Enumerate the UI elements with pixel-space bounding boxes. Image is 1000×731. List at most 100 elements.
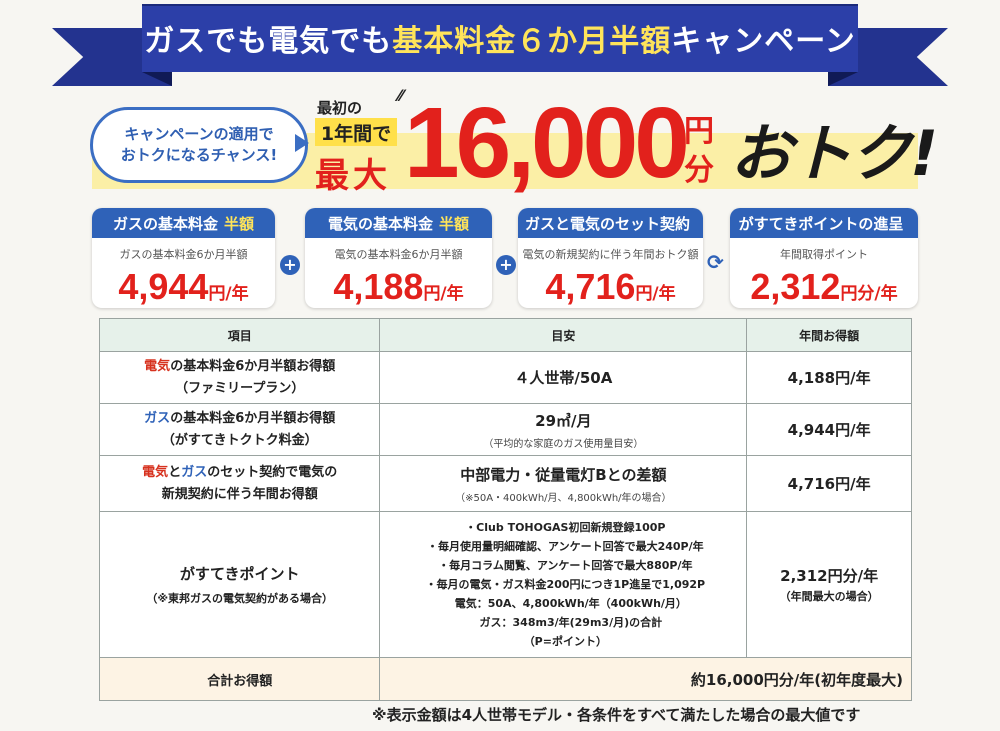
card-sub: 電気の基本料金6か月半額 [334,248,463,261]
card-head: ガスと電気のセット契約 [518,208,703,238]
table-total-row: 合計お得額 約16,000円分/年(初年度最大) [98,657,912,701]
card-head-label: ガスの基本料金 [112,214,218,233]
year-badge: 1年間で [315,118,397,146]
table-row: ガスの基本料金6か月半額お得額 （がすてきトクトク料金） 29㎥/月 （平均的な… [98,403,912,456]
card-sub: ガスの基本料金6か月半額 [119,248,248,261]
card-gas-basic: ガスの基本料金 半額 ガスの基本料金6か月半額 4,944円/年 [92,208,275,308]
row-guide-main: ４人世帯/50A [514,369,613,387]
row-guide-sub: （平均的な家庭のガス使用量目安） [483,438,644,450]
bubble-tail [295,134,309,152]
points-line: ・毎月コラム閲覧、アンケート回答で最大880P/年 [438,559,693,572]
row-value-text: 4,188円/年 [787,369,871,387]
banner-title-suffix: キャンペーン [671,24,856,59]
row-guide: 29㎥/月 （平均的な家庭のガス使用量目安） [379,403,748,456]
column-header-item: 項目 [98,318,381,352]
card-head-highlight: 半額 [439,214,470,233]
bubble-line-1: キャンペーンの適用で [124,125,274,143]
card-head-highlight: 半額 [224,214,255,233]
card-head: 電気の基本料金 半額 [305,208,492,238]
card-value-number: 4,188 [333,266,424,307]
column-header-guide: 目安 [379,318,748,352]
table-row: 電気とガスのセット契約で電気の 新規契約に伴う年間お得額 中部電力・従量電灯Bと… [98,455,912,512]
card-value: 4,188円/年 [305,266,492,308]
points-line: ・毎月使用量明細確認、アンケート回答で最大240P/年 [427,540,704,553]
total-value: 約16,000円分/年(初年度最大) [379,657,912,701]
table-row: 電気の基本料金6か月半額お得額 （ファミリープラン） ４人世帯/50A 4,18… [98,351,912,404]
row-value: 2,312円分/年 （年間最大の場合） [746,511,912,658]
banner-title: ガスでも電気でも基本料金６か月半額キャンペーン [144,16,856,60]
points-line: ・毎月の電気・ガス料金200円につき1P進呈で1,092P [425,578,706,591]
total-label: 合計お得額 [98,657,381,701]
points-value: 2,312円分/年 [780,567,879,585]
cycle-arrow-icon: ⟳ [707,250,724,274]
speech-bubble: キャンペーンの適用で おトクになるチャンス! [90,107,308,183]
gas-word: ガス [144,410,171,426]
card-sub: 電気の新規契約に伴う年間おトク額 [522,248,699,261]
electric-word: 電気 [142,464,169,480]
hero-unit-fun: 分 [684,153,714,188]
electric-word: 電気 [144,358,171,374]
points-detail-list: ・Club TOHOGAS初回新規登録100P ・毎月使用量明細確認、アンケート… [379,511,748,658]
emphasis-lines-icon: ⁄⁄ [398,86,404,105]
card-head-label: ガスと電気のセット契約 [524,214,690,233]
card-electric-basic: 電気の基本料金 半額 電気の基本料金6か月半額 4,188円/年 [305,208,492,308]
points-line: （P=ポイント） [523,635,607,648]
hero-amount: 16,000 [404,87,690,199]
banner-title-highlight: 基本料金６か月半額 [392,24,672,59]
footnote: ※表示金額は4人世帯モデル・各条件をすべて満たした場合の最大値です [372,706,861,724]
plus-icon: + [496,255,516,275]
campaign-banner: ガスでも電気でも基本料金６か月半額キャンペーン [0,0,1000,92]
card-value-unit: 円分/年 [840,284,898,304]
bubble-line-2: おトクになるチャンス! [120,146,278,164]
first-label: 最初の [317,99,363,117]
row-item: がすてきポイント （※東邦ガスの電気契約がある場合） [98,511,381,658]
ribbon-body: ガスでも電気でも基本料金６か月半額キャンペーン [142,4,858,72]
points-line: 電気：50A、4,800kWh/年（400kWh/月） [443,597,687,610]
row-guide-main: 29㎥/月 [535,411,592,430]
points-line: ・Club TOHOGAS初回新規登録100P [465,521,666,534]
row-item-plan: 新規契約に伴う年間お得額 [161,486,318,502]
card-value: 4,944円/年 [92,266,275,308]
card-head: がすてきポイントの進呈 [730,208,918,238]
row-item-join: と [168,464,182,480]
max-label: 最大 [315,156,391,196]
row-value-text: 4,716円/年 [787,475,871,493]
row-item-plan: （ファミリープラン） [175,380,305,396]
row-item: 電気の基本料金6か月半額お得額 （ファミリープラン） [98,351,381,404]
row-item: 電気とガスのセット契約で電気の 新規契約に伴う年間お得額 [98,455,381,512]
row-guide-main: 中部電力・従量電灯Bとの差額 [460,465,667,484]
card-head-label: がすてきポイントの進呈 [738,214,904,233]
card-value: 4,716円/年 [518,266,703,308]
card-value-unit: 円/年 [423,284,464,304]
row-value: 4,944円/年 [746,403,912,456]
table-header-row: 項目 目安 年間お得額 [98,318,912,352]
card-points: がすてきポイントの進呈 年間取得ポイント 2,312円分/年 [730,208,918,308]
card-value-unit: 円/年 [635,284,676,304]
row-item-text: のセット契約で電気の [207,464,338,480]
points-name: がすてきポイント [179,565,300,583]
gas-word: ガス [181,464,208,480]
card-sub: 年間取得ポイント [780,248,868,261]
plus-icon: + [280,255,300,275]
row-item-text: の基本料金6か月半額お得額 [170,410,336,426]
table-row-points: がすてきポイント （※東邦ガスの電気契約がある場合） ・Club TOHOGAS… [98,511,912,658]
points-note: （※東邦ガスの電気契約がある場合） [146,592,334,605]
row-guide-sub: （※50A・400kWh/月、4,800kWh/年の場合） [455,492,672,504]
hero-unit-yen: 円 [684,114,714,149]
savings-table: 項目 目安 年間お得額 電気の基本料金6か月半額お得額 （ファミリープラン） ４… [98,318,912,701]
row-guide: 中部電力・従量電灯Bとの差額 （※50A・400kWh/月、4,800kWh/年… [379,455,748,512]
row-value: 4,188円/年 [746,351,912,404]
card-value-number: 4,716 [545,266,636,307]
card-value-number: 2,312 [750,266,841,307]
row-guide: ４人世帯/50A [379,351,748,404]
column-header-annual: 年間お得額 [746,318,912,352]
card-value-unit: 円/年 [208,284,249,304]
card-value-number: 4,944 [118,266,209,307]
card-head: ガスの基本料金 半額 [92,208,275,238]
row-item-text: の基本料金6か月半額お得額 [170,358,336,374]
card-head-label: 電気の基本料金 [327,214,433,233]
row-value: 4,716円/年 [746,455,912,512]
points-line: ガス：348m3/年(29m3/月)の合計 [468,616,663,629]
row-item: ガスの基本料金6か月半額お得額 （がすてきトクトク料金） [98,403,381,456]
row-value-text: 4,944円/年 [787,421,871,439]
